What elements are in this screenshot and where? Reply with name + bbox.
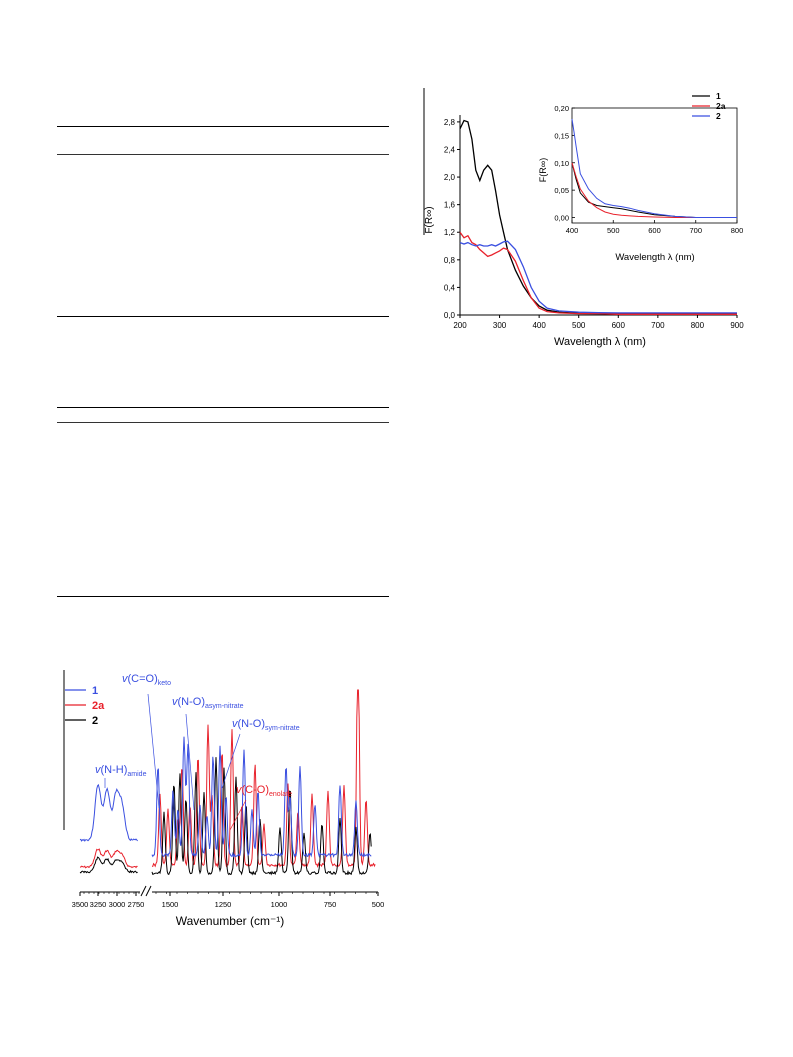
uv-y-axis-label: F(R∞) — [424, 206, 435, 233]
ir-annotation-label: v(C-O)enolate — [236, 784, 292, 798]
ir-series-2a-high-wavenumber — [79, 848, 138, 869]
uv-y-tick-label: 1,2 — [444, 228, 456, 237]
uv-inset-x-tick-label: 500 — [607, 226, 620, 235]
ir-x-tick-label: 1250 — [215, 900, 232, 909]
ir-series-1-high-wavenumber — [79, 783, 138, 842]
uv-legend-label-1: 1 — [716, 91, 721, 101]
ir-annotation-label: v(N-O)asym-nitrate — [172, 696, 244, 710]
ir-x-tick-label: 750 — [324, 900, 337, 909]
uv-inset-y-tick-label: 0,10 — [554, 159, 569, 168]
uv-inset-x-tick-label: 800 — [731, 226, 744, 235]
uv-series-2a — [459, 231, 737, 315]
uv-inset-x-tick-label: 600 — [648, 226, 661, 235]
uv-legend-label-2a: 2a — [716, 101, 726, 111]
uv-inset-x-tick-label: 700 — [689, 226, 702, 235]
ir-legend-label-1: 1 — [92, 685, 98, 697]
table-header-rule-1 — [57, 154, 389, 155]
uv-inset-y-tick-label: 0,00 — [554, 214, 569, 223]
uv-x-tick-label: 500 — [572, 321, 586, 330]
uv-x-tick-label: 600 — [612, 321, 626, 330]
uv-x-tick-label: 300 — [493, 321, 507, 330]
uv-series-2 — [459, 240, 737, 314]
ir-series-2a — [151, 689, 376, 869]
ir-x-tick-label: 3250 — [90, 900, 107, 909]
uv-x-tick-label: 200 — [453, 321, 467, 330]
ir-legend-label-2a: 2a — [92, 700, 105, 712]
uv-legend-label-2: 2 — [716, 111, 721, 121]
ir-x-tick-label: 1000 — [271, 900, 288, 909]
uv-vis-chart: 200 300 400 500 600 700 800 900 0,0 0,4 0,8 1,2 1,6 2… — [423, 88, 744, 348]
table-bottom-rule-1 — [57, 316, 389, 317]
table-header-rule-2 — [57, 422, 389, 423]
ir-x-axis-label: Wavenumber (cm⁻¹) — [176, 914, 285, 928]
uv-y-tick-label: 2,0 — [444, 173, 456, 182]
uv-x-tick-label: 700 — [651, 321, 665, 330]
uv-inset-y-label: F(R∞) — [538, 158, 548, 182]
uv-y-tick-label: 1,6 — [444, 201, 456, 210]
uv-inset-series-2 — [571, 118, 737, 218]
ir-annotation-arrow — [229, 799, 247, 831]
uv-inset-x-label: Wavelength λ (nm) — [615, 252, 694, 263]
uv-y-tick-label: 2,4 — [444, 145, 456, 154]
uv-inset-series-1 — [571, 162, 737, 218]
table-top-rule-1 — [57, 126, 389, 127]
table-top-rule-2 — [57, 407, 389, 408]
ir-annotation-label: v(N-O)sym-nitrate — [232, 718, 300, 732]
ir-legend-label-2: 2 — [92, 715, 98, 727]
ir-x-tick-label: 2750 — [128, 900, 145, 909]
uv-y-tick-label: 2,8 — [444, 118, 456, 127]
uv-inset-series-2a — [571, 162, 737, 218]
uv-x-tick-label: 900 — [730, 321, 744, 330]
uv-y-tick-label: 0,0 — [444, 311, 456, 320]
ir-annotation-label: v(N-H)amide — [95, 764, 147, 778]
uv-inset-y-tick-label: 0,15 — [554, 131, 569, 140]
uv-x-axis-label: Wavelength λ (nm) — [554, 336, 646, 348]
ir-annotation-label: v(C=O)keto — [122, 673, 171, 687]
uv-y-tick-label: 0,8 — [444, 256, 456, 265]
ir-annotation-arrow — [147, 693, 160, 809]
uv-inset-x-tick-label: 400 — [566, 226, 579, 235]
ir-x-tick-label: 500 — [372, 900, 385, 909]
ir-x-tick-label: 1500 — [162, 900, 179, 909]
ir-annotation-arrow — [221, 733, 241, 789]
uv-inset-y-tick-label: 0,05 — [554, 186, 569, 195]
uv-y-tick-label: 0,4 — [444, 283, 456, 292]
ir-x-tick-label: 3000 — [109, 900, 126, 909]
ir-series-2-high-wavenumber — [79, 856, 138, 874]
table-bottom-rule-2 — [57, 596, 389, 597]
uv-x-tick-label: 400 — [532, 321, 546, 330]
ir-annotation-arrow — [185, 713, 195, 811]
uv-inset-y-tick-label: 0,20 — [554, 104, 569, 113]
ir-series-1 — [151, 736, 372, 858]
axis-break-icon — [140, 885, 152, 897]
ir-x-tick-label: 3500 — [72, 900, 89, 909]
uv-x-tick-label: 800 — [691, 321, 705, 330]
ir-series-2 — [151, 757, 372, 876]
